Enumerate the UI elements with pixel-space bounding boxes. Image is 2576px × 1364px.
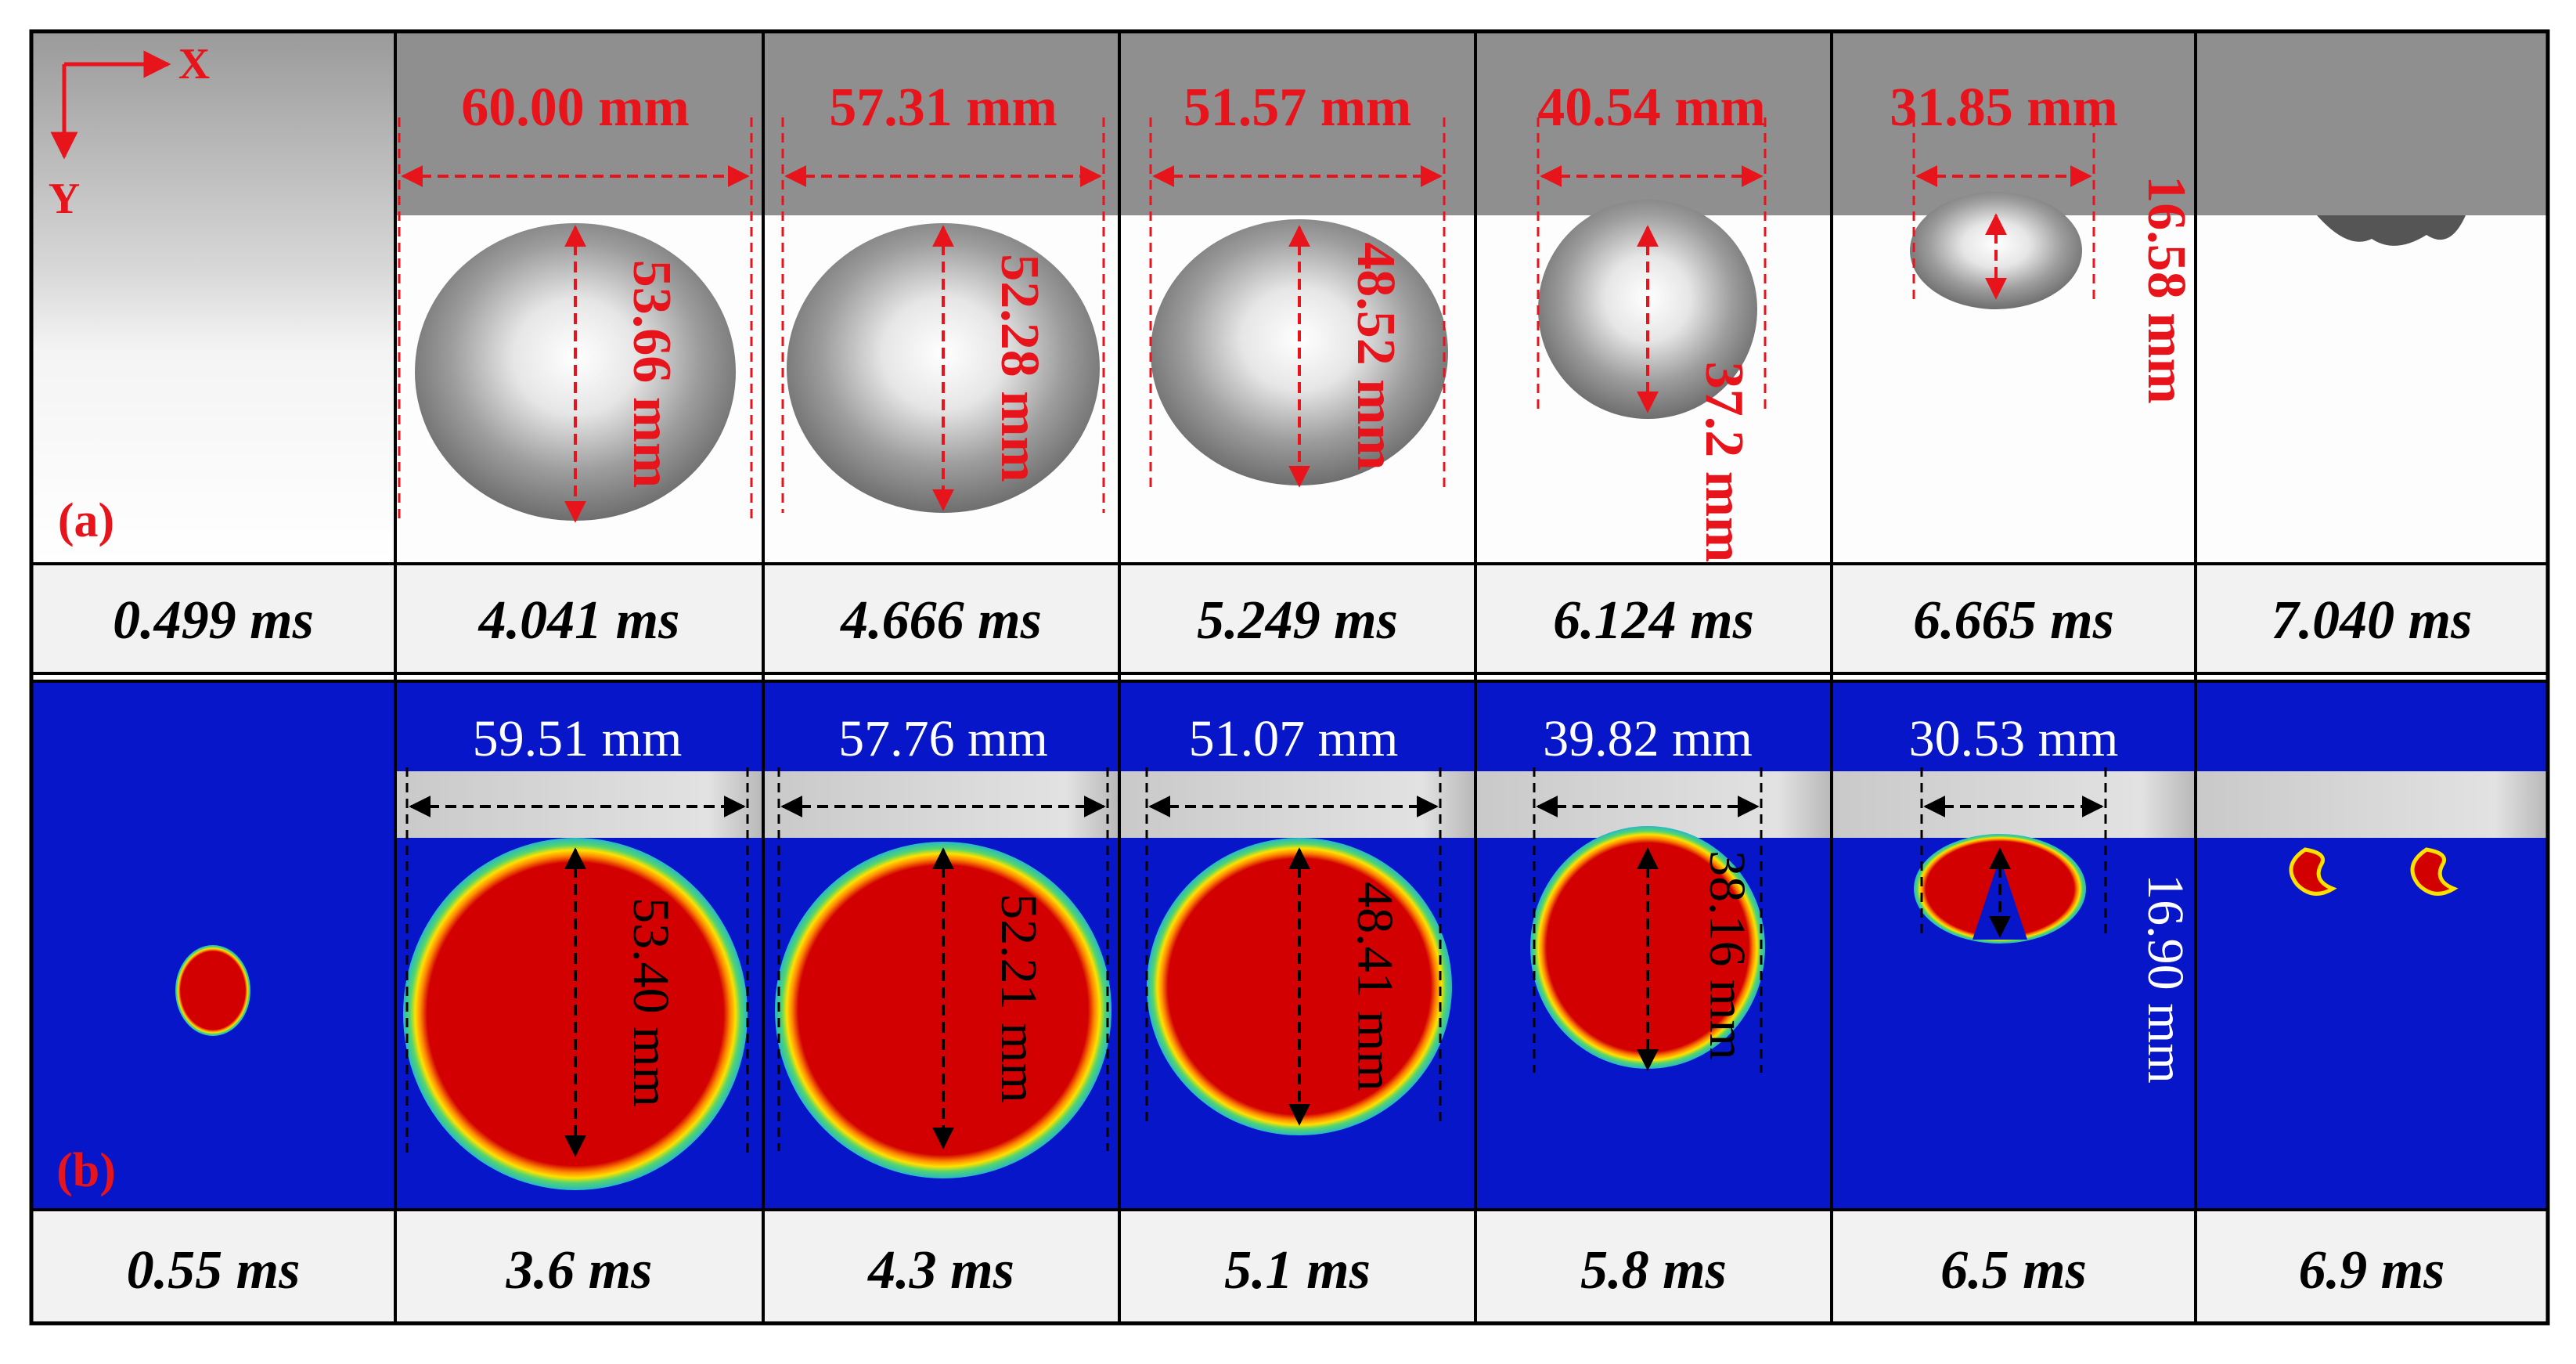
time-label: 4.3 ms <box>866 1240 1014 1301</box>
splash-fragments <box>2317 215 2466 246</box>
wall-strip <box>395 771 763 838</box>
height-label: 16.90 mm <box>2137 874 2194 1084</box>
height-label: 37.2 mm <box>1694 362 1754 563</box>
outer-border <box>29 29 2550 1326</box>
height-label: 16.58 mm <box>2136 175 2196 404</box>
time-cell <box>395 564 763 673</box>
width-label: 59.51 mm <box>473 710 683 767</box>
time-label: 0.55 ms <box>127 1240 301 1301</box>
time-label: 3.6 ms <box>506 1240 653 1301</box>
width-label: 57.31 mm <box>829 78 1057 138</box>
width-label: 51.07 mm <box>1189 710 1399 767</box>
time-label: 6.124 ms <box>1553 590 1754 651</box>
height-label: 53.66 mm <box>621 260 682 489</box>
time-label: 5.8 ms <box>1580 1240 1727 1301</box>
simulation-background <box>1832 681 2196 1210</box>
time-cell <box>763 1210 1119 1323</box>
width-label: 60.00 mm <box>461 78 690 138</box>
x-axis-label: X <box>178 40 210 88</box>
height-label: 53.40 mm <box>622 897 679 1107</box>
time-cell <box>2196 1210 2548 1323</box>
wall-strip <box>1832 771 2196 838</box>
height-label: 52.21 mm <box>990 893 1047 1103</box>
panel-label-b: (b) <box>56 1144 116 1197</box>
photo-background <box>31 31 395 564</box>
width-label: 40.54 mm <box>1537 78 1766 138</box>
width-label: 39.82 mm <box>1543 710 1753 767</box>
fragment-right <box>2410 847 2459 896</box>
wall-strip <box>763 771 1119 838</box>
panel-experiment: 0.499 ms 60.00 mm 53.66 mm 4.041 ms 57.31 mm… <box>31 31 2548 673</box>
time-label: 6.9 ms <box>2299 1240 2445 1301</box>
time-label: 4.666 ms <box>839 590 1042 651</box>
time-cell <box>1475 1210 1832 1323</box>
width-label: 30.53 mm <box>1909 710 2119 767</box>
wall-region <box>2196 31 2548 215</box>
wall-strip <box>2196 771 2548 838</box>
height-label: 52.28 mm <box>989 254 1050 482</box>
time-label: 6.665 ms <box>1913 590 2114 651</box>
droplet-field <box>175 945 250 1036</box>
y-axis-label: Y <box>49 175 80 223</box>
time-cell <box>31 564 395 673</box>
width-label: 51.57 mm <box>1184 78 1412 138</box>
wall-strip <box>1119 771 1475 838</box>
height-label: 48.52 mm <box>1346 242 1406 471</box>
time-cell <box>2196 564 2548 673</box>
time-label: 5.1 ms <box>1224 1240 1371 1301</box>
time-cell <box>1119 1210 1475 1323</box>
simulation-background <box>2196 681 2548 1210</box>
width-label: 31.85 mm <box>1890 78 2118 138</box>
panel-simulation: 0.55 ms 59.51 mm 53.40 mm 3.6 ms 57.76 mm 52.… <box>31 681 2548 1323</box>
time-cell <box>1119 564 1475 673</box>
fragment-left <box>2289 847 2337 896</box>
photo-background <box>2196 215 2548 564</box>
time-cell <box>31 1210 395 1323</box>
time-cell <box>763 564 1119 673</box>
time-label: 5.249 ms <box>1197 590 1398 651</box>
time-cell <box>1475 564 1832 673</box>
height-label: 48.41 mm <box>1346 882 1403 1092</box>
time-label: 6.5 ms <box>1940 1240 2087 1301</box>
time-cell <box>1832 1210 2196 1323</box>
time-cell <box>1832 564 2196 673</box>
figure-grid-lines <box>29 29 2550 1326</box>
height-label: 38.16 mm <box>1699 850 1756 1060</box>
width-label: 57.76 mm <box>838 710 1048 767</box>
time-label: 0.499 ms <box>113 590 314 651</box>
time-label: 4.041 ms <box>477 590 680 651</box>
panel-label-a: (a) <box>58 494 114 547</box>
time-cell <box>395 1210 763 1323</box>
time-label: 7.040 ms <box>2272 590 2473 651</box>
